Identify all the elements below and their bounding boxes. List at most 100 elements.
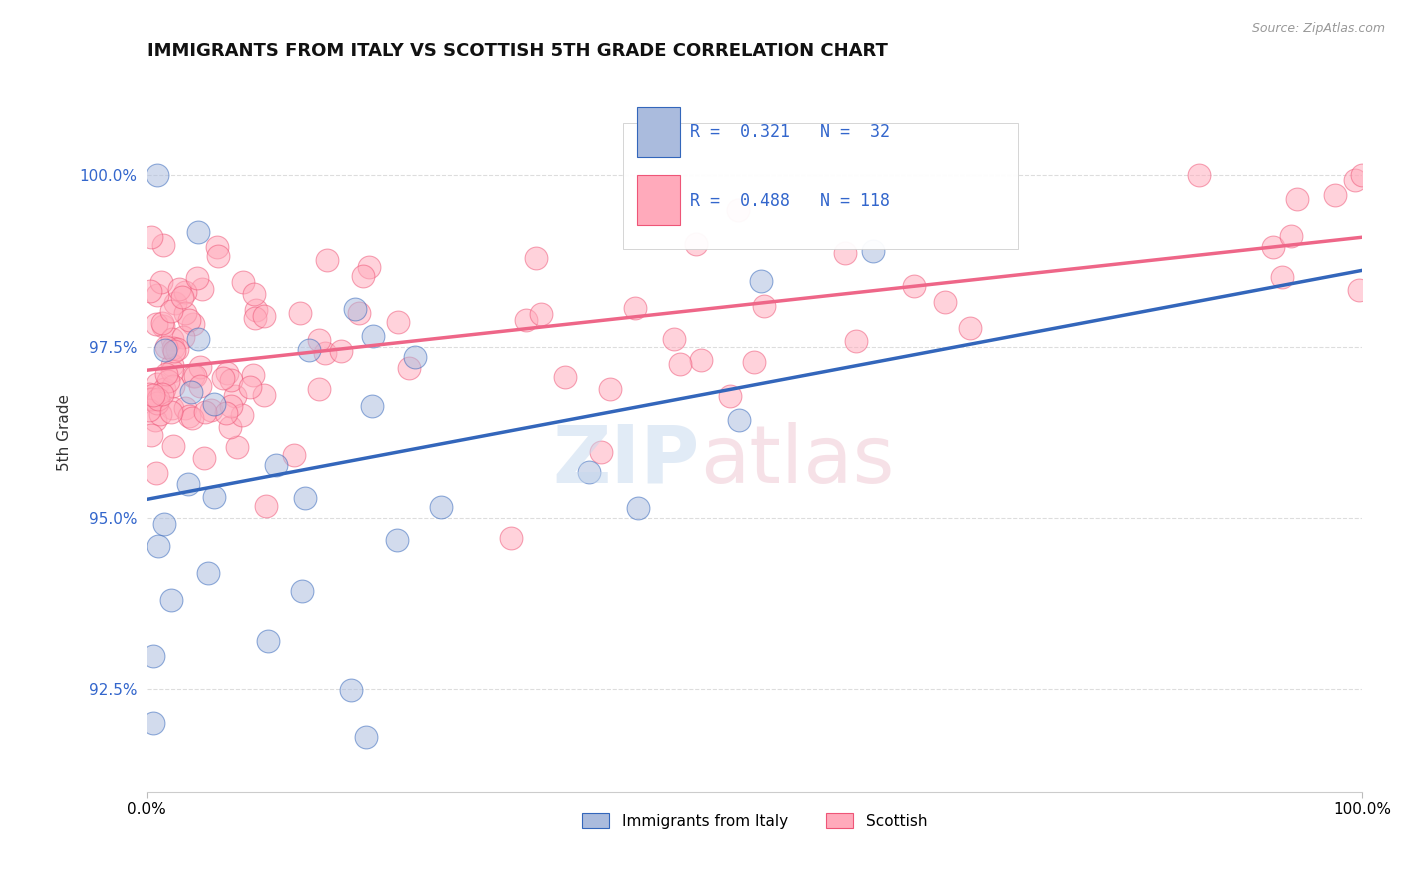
Point <box>232 275 254 289</box>
Point <box>357 260 380 275</box>
Point <box>177 313 200 327</box>
Point <box>142 715 165 730</box>
Point <box>148 408 170 422</box>
Point <box>145 168 167 182</box>
Point <box>219 420 242 434</box>
Point <box>231 408 253 422</box>
Point <box>188 359 211 374</box>
Point <box>152 387 174 401</box>
Point <box>184 369 207 384</box>
Point <box>155 340 177 354</box>
Point <box>398 361 420 376</box>
Point <box>150 316 173 330</box>
Point <box>160 405 183 419</box>
Point <box>193 450 215 465</box>
Point <box>141 392 163 407</box>
Point <box>167 282 190 296</box>
Point <box>245 303 267 318</box>
Point <box>239 380 262 394</box>
Point <box>146 287 169 301</box>
Point <box>578 465 600 479</box>
Point <box>145 317 167 331</box>
Point <box>253 309 276 323</box>
Point <box>212 371 235 385</box>
Point <box>668 357 690 371</box>
Point <box>242 368 264 383</box>
Point <box>219 399 242 413</box>
Point <box>308 383 330 397</box>
Point <box>187 225 209 239</box>
Point <box>501 532 523 546</box>
Point <box>176 476 198 491</box>
Point <box>138 284 160 298</box>
Point <box>294 491 316 506</box>
Point <box>354 730 377 744</box>
Point <box>360 399 382 413</box>
Point <box>834 246 856 260</box>
Point <box>744 355 766 369</box>
Point <box>143 412 166 426</box>
Point <box>183 368 205 383</box>
Point <box>626 500 648 515</box>
Point <box>160 332 183 346</box>
Text: ZIP: ZIP <box>553 422 700 500</box>
Point <box>142 649 165 664</box>
Point <box>160 593 183 607</box>
Point <box>749 274 772 288</box>
Point <box>363 329 385 343</box>
Point <box>1344 173 1367 187</box>
Point <box>599 382 621 396</box>
Point <box>181 318 204 332</box>
Point <box>330 343 353 358</box>
Point <box>166 342 188 356</box>
Text: atlas: atlas <box>700 422 894 500</box>
Point <box>339 683 361 698</box>
Point <box>530 307 553 321</box>
Point <box>170 290 193 304</box>
Point <box>152 237 174 252</box>
Point <box>174 306 197 320</box>
Point <box>314 345 336 359</box>
Point <box>160 358 183 372</box>
Point <box>727 413 749 427</box>
Point <box>180 384 202 399</box>
FancyBboxPatch shape <box>623 123 1018 249</box>
Point <box>1279 229 1302 244</box>
Point <box>316 252 339 267</box>
Point <box>145 467 167 481</box>
Point <box>219 373 242 387</box>
Point <box>188 379 211 393</box>
Y-axis label: 5th Grade: 5th Grade <box>58 393 72 471</box>
Point <box>257 634 280 648</box>
Point <box>298 343 321 357</box>
Point <box>157 374 180 388</box>
Point <box>200 402 222 417</box>
Point <box>754 299 776 313</box>
Point <box>173 285 195 299</box>
Text: IMMIGRANTS FROM ITALY VS SCOTTISH 5TH GRADE CORRELATION CHART: IMMIGRANTS FROM ITALY VS SCOTTISH 5TH GR… <box>146 42 887 60</box>
Point <box>162 439 184 453</box>
Point <box>224 389 246 403</box>
Point <box>623 301 645 316</box>
Point <box>146 392 169 407</box>
Point <box>138 402 160 417</box>
Point <box>146 539 169 553</box>
Point <box>352 268 374 283</box>
Point <box>163 295 186 310</box>
Point <box>1351 168 1374 182</box>
Point <box>1271 270 1294 285</box>
Point <box>179 409 201 423</box>
Point <box>1348 283 1371 297</box>
Point <box>291 584 314 599</box>
Point <box>202 397 225 411</box>
Point <box>163 344 186 359</box>
Point <box>1286 193 1309 207</box>
Point <box>845 334 868 349</box>
Point <box>429 500 451 515</box>
Point <box>172 330 194 344</box>
Point <box>718 389 741 403</box>
Point <box>343 302 366 317</box>
Point <box>155 343 177 357</box>
Point <box>903 278 925 293</box>
Point <box>152 382 174 396</box>
